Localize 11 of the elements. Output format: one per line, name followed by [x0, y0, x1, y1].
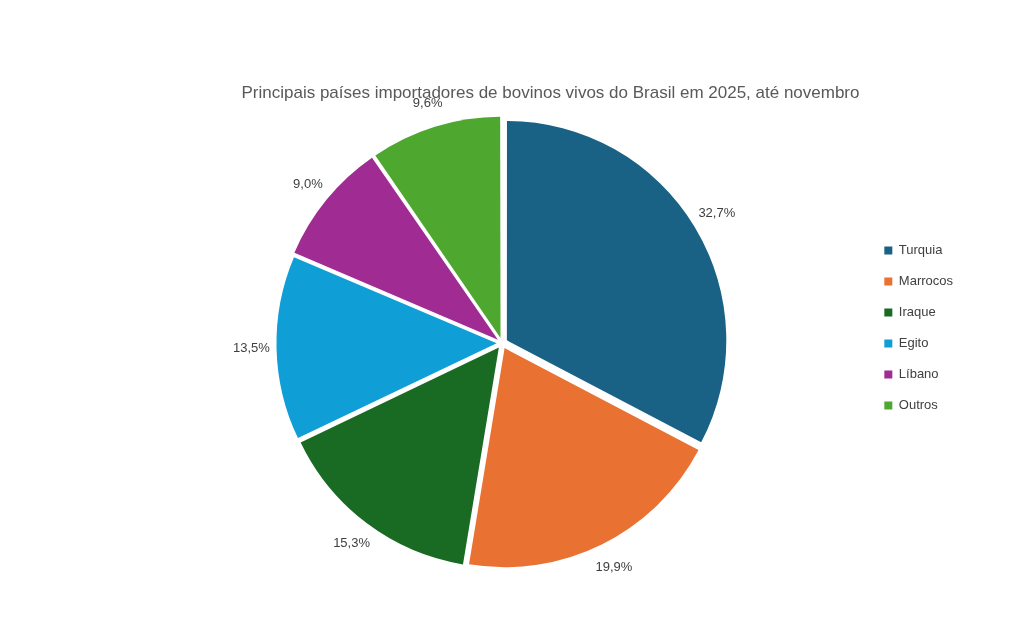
legend-label: Líbano [898, 366, 939, 382]
data-label: 15,3% [333, 535, 371, 551]
legend-label: Turquia [898, 242, 944, 258]
legend-label: Marrocos [898, 273, 954, 289]
legend-label: Egito [898, 335, 929, 351]
legend-label: Outros [898, 397, 939, 413]
legend-label: Iraque [898, 304, 936, 320]
data-label: 19,9% [595, 559, 633, 575]
data-label: 9,0% [293, 176, 324, 192]
data-label: 32,7% [698, 205, 736, 221]
data-label: 13,5% [232, 340, 271, 356]
